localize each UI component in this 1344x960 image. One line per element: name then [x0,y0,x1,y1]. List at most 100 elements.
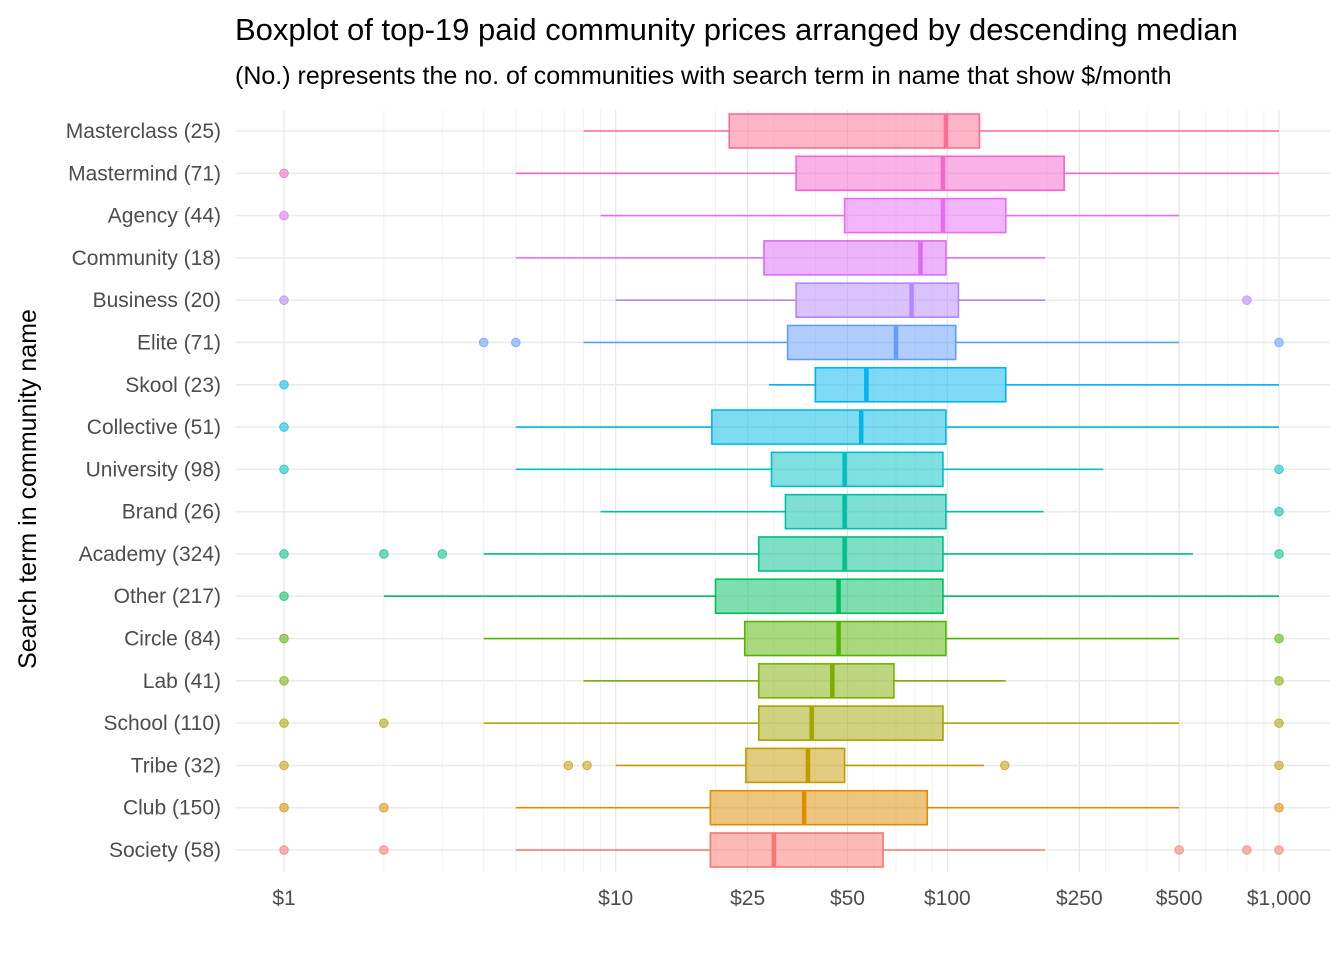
outlier-point [1274,337,1284,348]
outlier-point [279,210,289,221]
outlier-point [279,549,289,559]
box-society [279,832,1284,868]
y-tick-label: Agency (44) [108,205,221,228]
y-tick-label: Business (20) [93,289,221,312]
outlier-point [999,760,1010,771]
outlier-point [279,591,289,602]
box-iqr [795,155,1065,192]
x-tick-label: $10 [598,887,633,910]
outlier-point [1274,464,1284,475]
outlier-point [279,718,289,728]
y-tick-label: University (98) [86,458,221,481]
chart-subtitle: (No.) represents the no. of communities … [235,62,1172,90]
y-tick-label: Mastermind (71) [68,162,221,185]
outlier-point [478,337,489,348]
x-tick-label: $1,000 [1247,887,1311,910]
y-tick-label: Other (217) [114,585,221,608]
box-iqr [709,789,929,826]
outlier-point [1274,718,1284,728]
y-tick-label: Club (150) [123,797,221,820]
y-tick-label: Tribe (32) [131,754,221,777]
y-axis-label: Search term in community name [14,309,42,669]
box-iqr [784,493,947,530]
box-club [279,789,1284,826]
outlier-point [279,845,289,855]
y-tick-label: School (110) [103,712,221,735]
box-iqr [709,832,884,868]
outlier-point [379,718,389,728]
outlier-point [437,549,448,559]
y-tick-label: Circle (84) [124,628,221,651]
outlier-point [1242,845,1252,855]
outlier-point [279,379,289,390]
x-tick-label: $250 [1056,887,1103,910]
outlier-point [1274,760,1284,771]
box-iqr [743,620,947,657]
box-tribe [279,747,1284,784]
outlier-point [1274,845,1284,855]
outlier-point [279,760,289,771]
y-tick-labels: Masterclass (25) Mastermind (71) Agency (4… [66,120,221,862]
x-tick-label: $50 [830,887,865,910]
outlier-point [563,760,574,771]
outlier-point [279,422,289,432]
y-tick-label: Brand (26) [122,501,221,524]
box-iqr [795,282,960,318]
outlier-point [279,295,289,305]
outlier-point [511,337,521,348]
chart-title: Boxplot of top-19 paid community prices … [235,12,1238,47]
box-academy [279,536,1284,572]
box-university [279,451,1284,488]
outlier-point [379,845,389,855]
outlier-point [1274,676,1284,686]
y-tick-label: Elite (71) [137,331,221,354]
box-iqr [763,240,947,276]
x-tick-label: $1 [272,887,295,910]
outlier-point [1274,549,1284,559]
outlier-point [1274,506,1284,517]
box-agency [279,197,1180,234]
box-masterclass [583,113,1279,149]
box-circle [279,620,1284,657]
box-school [279,705,1284,741]
outlier-point [279,168,289,179]
box-lab [279,663,1284,699]
x-tick-label: $100 [924,887,971,910]
box-iqr [770,451,944,488]
x-tick-label: $500 [1156,887,1203,910]
box-brand [600,493,1284,530]
y-tick-label: Masterclass (25) [66,120,221,143]
box-community [515,240,1045,276]
box-elite [478,324,1284,361]
outlier-point [379,549,389,559]
x-tick-label: $25 [730,887,765,910]
box-iqr [728,113,981,149]
box-iqr [843,197,1007,234]
y-tick-label: Community (18) [72,247,221,270]
y-tick-label: Collective (51) [87,416,221,439]
outlier-point [279,676,289,686]
outlier-point [1274,802,1284,813]
box-iqr [714,578,944,615]
box-iqr [711,409,947,445]
outlier-point [279,464,289,475]
box-iqr [757,705,944,741]
outlier-point [379,802,389,813]
box-mastermind [279,155,1279,192]
outlier-point [582,760,592,771]
box-iqr [814,366,1007,403]
box-iqr [757,536,944,572]
y-tick-label: Lab (41) [143,670,221,693]
outlier-point [1242,295,1252,305]
box-iqr [757,663,895,699]
outlier-point [279,802,289,813]
y-tick-label: Skool (23) [125,374,221,397]
x-tick-labels: $1 $10 $25 $50 $100 $250 $500 $1,000 [272,887,1311,910]
outlier-point [1274,633,1284,644]
outlier-point [1174,845,1184,855]
outlier-point [279,633,289,644]
box-other [279,578,1279,615]
y-tick-label: Academy (324) [79,543,221,566]
y-tick-label: Society (58) [109,839,221,862]
